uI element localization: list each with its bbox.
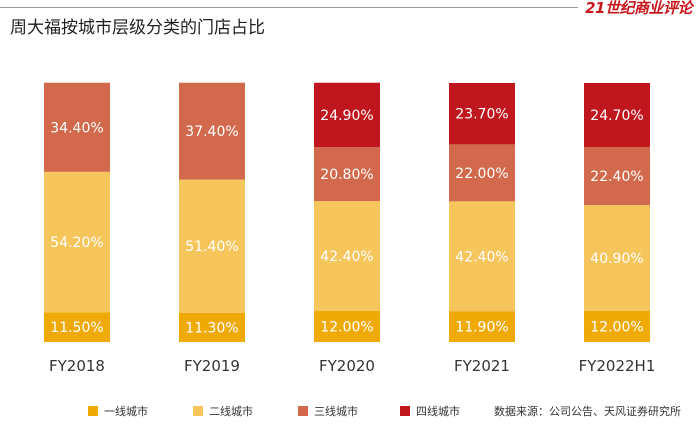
legend-swatch-tier3: [298, 406, 308, 416]
x-tick-label-FY2019: FY2019: [184, 357, 240, 375]
bar-segment-FY2021-tier4: [449, 83, 515, 145]
legend-label-tier3: 三线城市: [314, 405, 358, 418]
legend-item-tier1: 一线城市: [88, 403, 148, 421]
x-tick-label-FY2018: FY2018: [49, 357, 105, 375]
bar-segment-FY2019-tier2: [179, 179, 245, 313]
bar-segment-FY2020-tier3: [314, 147, 380, 202]
legend-label-tier2: 二线城市: [209, 405, 253, 418]
x-tick-label-FY2020: FY2020: [319, 357, 375, 375]
legend-swatch-tier2: [193, 406, 203, 416]
data-label-FY2020-tier4: 24.90%: [320, 108, 373, 124]
bar-segment-FY2019-tier3: [179, 82, 245, 180]
data-label-FY2018-tier1: 11.50%: [50, 320, 103, 336]
data-label-FY2022H1-tier3: 22.40%: [590, 169, 643, 185]
data-label-FY2022H1-tier2: 40.90%: [590, 251, 643, 267]
legend-item-tier4: 四线城市: [400, 403, 460, 421]
data-label-FY2020-tier3: 20.80%: [320, 167, 373, 183]
data-label-FY2019-tier2: 51.40%: [185, 239, 238, 255]
data-label-FY2021-tier2: 42.40%: [455, 249, 508, 265]
data-label-FY2021-tier3: 22.00%: [455, 166, 508, 182]
legend-swatch-tier4: [400, 406, 410, 416]
data-label-FY2019-tier3: 37.40%: [185, 124, 238, 140]
data-label-FY2021-tier4: 23.70%: [455, 107, 508, 123]
legend-item-tier3: 三线城市: [298, 403, 358, 421]
chart-title: 周大福按城市层级分类的门店占比: [10, 18, 265, 38]
data-label-FY2020-tier1: 12.00%: [320, 319, 373, 335]
x-tick-label-FY2022H1: FY2022H1: [579, 357, 656, 375]
data-label-FY2021-tier1: 11.90%: [455, 320, 508, 336]
data-label-FY2019-tier1: 11.30%: [185, 320, 238, 336]
bar-segment-FY2022H1-tier1: [584, 310, 650, 342]
legend-label-tier4: 四线城市: [416, 405, 460, 418]
top-rule: [0, 7, 578, 8]
bar-segment-FY2020-tier1: [314, 310, 380, 342]
bar-segment-FY2019-tier1: [179, 312, 245, 342]
brand-logo: 21世纪商业评论: [585, 0, 692, 17]
bar-segment-FY2022H1-tier2: [584, 204, 650, 311]
legend: 一线城市 二线城市 三线城市 四线城市 数据来源：公司公告、天风证券研究所: [0, 403, 700, 421]
bar-segment-FY2020-tier4: [314, 82, 380, 148]
bar-segment-FY2021-tier3: [449, 144, 515, 202]
bar-segment-FY2020-tier2: [314, 201, 380, 311]
data-label-FY2018-tier3: 34.40%: [50, 120, 103, 136]
bar-segment-FY2018-tier1: [44, 312, 110, 342]
bar-segment-FY2018-tier3: [44, 82, 110, 172]
legend-label-tier1: 一线城市: [104, 405, 148, 418]
legend-swatch-tier1: [88, 406, 98, 416]
stacked-bar-chart: 11.50% 54.20% 34.40% FY2018 11.30% 51.40% 37.4…: [44, 82, 656, 375]
legend-item-tier2: 二线城市: [193, 403, 253, 421]
data-label-FY2020-tier2: 42.40%: [320, 249, 373, 265]
data-label-FY2022H1-tier1: 12.00%: [590, 319, 643, 335]
bar-segment-FY2022H1-tier3: [584, 146, 650, 205]
data-label-FY2022H1-tier4: 24.70%: [590, 108, 643, 124]
bar-segment-FY2022H1-tier4: [584, 83, 650, 147]
bar-segment-FY2018-tier2: [44, 171, 110, 313]
source-note: 数据来源：公司公告、天风证券研究所: [494, 405, 681, 418]
x-tick-label-FY2021: FY2021: [454, 357, 510, 375]
bar-segment-FY2021-tier1: [449, 311, 515, 342]
data-label-FY2018-tier2: 54.20%: [50, 235, 103, 251]
bar-segment-FY2021-tier2: [449, 201, 515, 312]
